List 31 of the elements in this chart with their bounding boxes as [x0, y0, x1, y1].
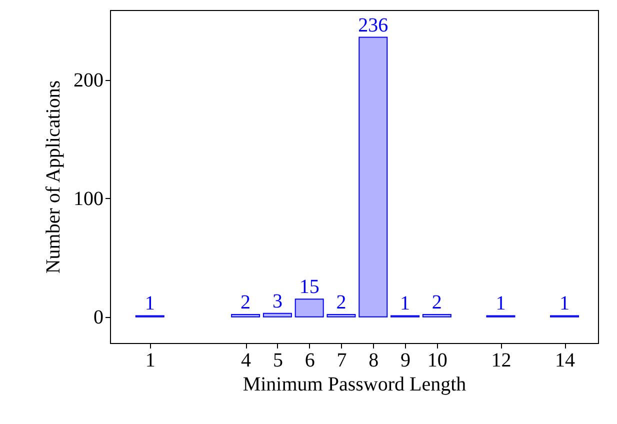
data-label: 1: [144, 292, 155, 315]
data-label: 236: [358, 14, 388, 36]
x-tick-label: 9: [400, 350, 411, 372]
data-label: 1: [560, 292, 570, 315]
y-axis-title: Number of Applications: [42, 80, 64, 274]
x-tick-label: 14: [555, 350, 576, 372]
bar: [231, 314, 260, 318]
x-tick-label: 6: [304, 350, 315, 372]
x-tick-label: 1: [145, 350, 156, 372]
bar: [294, 298, 324, 318]
data-label: 1: [496, 292, 506, 315]
data-label: 15: [299, 276, 320, 298]
bar: [262, 312, 292, 318]
x-tick-label: 4: [241, 350, 252, 372]
bar: [358, 36, 388, 318]
x-tick-label: 12: [491, 350, 512, 372]
y-tick-label: 200: [74, 69, 104, 92]
x-tick-label: 7: [336, 350, 347, 372]
data-label: 1: [400, 292, 410, 315]
x-tick-label: 8: [368, 350, 379, 372]
x-tick-label: 10: [427, 350, 448, 372]
bar: [326, 314, 356, 318]
data-label: 2: [432, 292, 442, 314]
y-tick-label: 100: [74, 188, 104, 210]
x-tick-label: 5: [272, 350, 283, 372]
data-label: 2: [240, 292, 251, 314]
data-label: 3: [272, 290, 282, 312]
data-label: 2: [336, 292, 346, 314]
y-tick-label: 0: [94, 306, 104, 328]
x-axis-title: Minimum Password Length: [242, 374, 466, 396]
bar: [422, 314, 452, 318]
